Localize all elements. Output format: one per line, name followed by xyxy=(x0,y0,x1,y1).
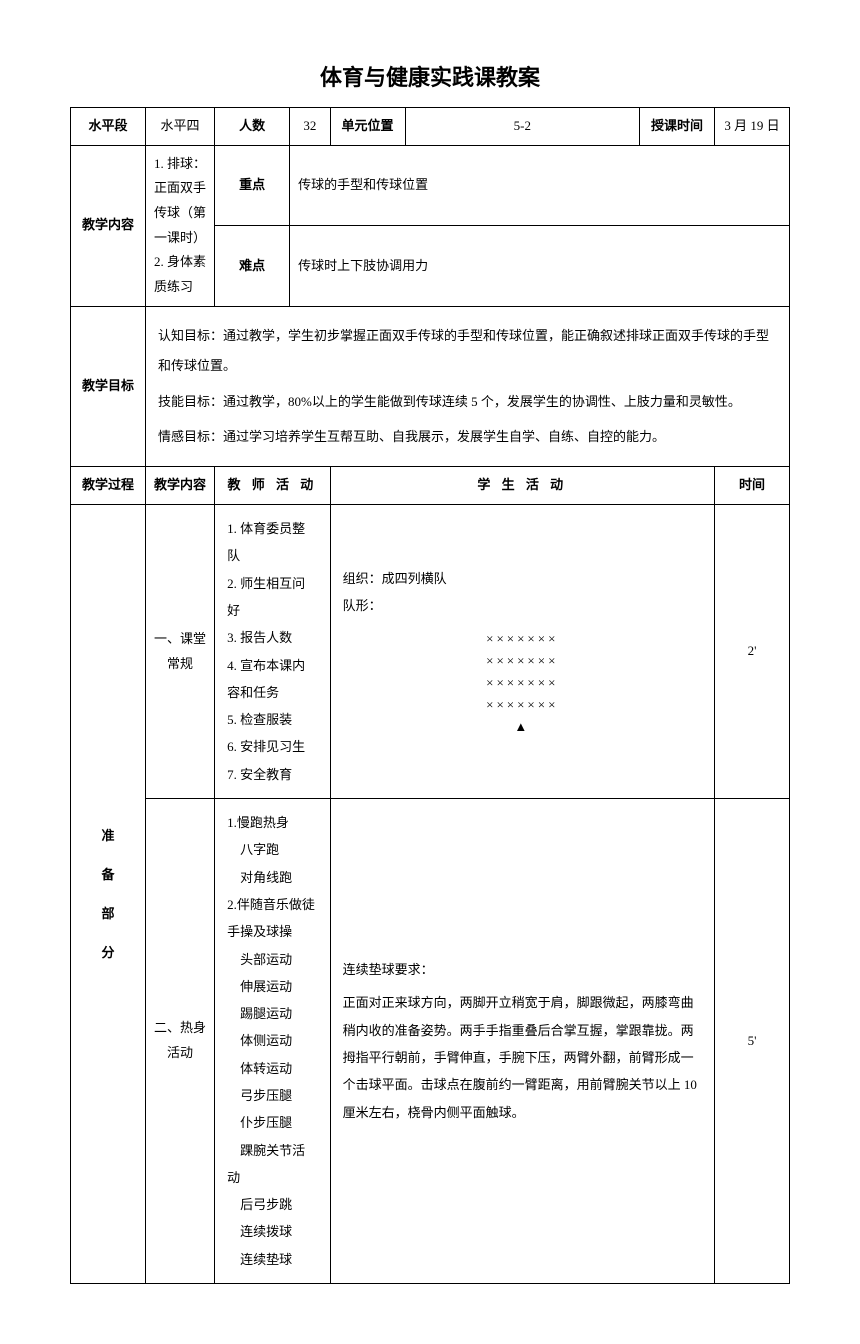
count-label: 人数 xyxy=(215,108,290,146)
skill-goal: 技能目标：通过教学，80%以上的学生能做到传球连续 5 个，发展学生的协调性、上… xyxy=(158,387,777,417)
routine-time: 2' xyxy=(715,505,790,799)
key-value: 传球的手型和传球位置 xyxy=(290,145,790,226)
content-row-1: 教学内容 1. 排球：正面双手传球（第一课时） 2. 身体素质练习 重点 传球的… xyxy=(71,145,790,226)
student-label: 学 生 活 动 xyxy=(330,467,714,505)
warmup-time: 5' xyxy=(715,799,790,1284)
cognitive-goal: 认知目标：通过教学，学生初步掌握正面双手传球的手型和传球位置，能正确叙述排球正面… xyxy=(158,321,777,381)
time-header: 时间 xyxy=(715,467,790,505)
teacher-label: 教 师 活 动 xyxy=(215,467,330,505)
formation-header: 组织：成四列横队 队形： xyxy=(343,565,702,620)
diff-label: 难点 xyxy=(215,226,290,307)
page-title: 体育与健康实践课教案 xyxy=(70,60,790,92)
prep-section-label: 准备部分 xyxy=(71,505,146,1284)
process-label: 教学过程 xyxy=(71,467,146,505)
count-value: 32 xyxy=(290,108,330,146)
goals-row: 教学目标 认知目标：通过教学，学生初步掌握正面双手传球的手型和传球位置，能正确叙… xyxy=(71,306,790,467)
lesson-plan-table: 水平段 水平四 人数 32 单元位置 5-2 授课时间 3 月 19 日 教学内… xyxy=(70,107,790,1284)
warmup-row: 二、热身活动 1.慢跑热身 八字跑 对角线跑 2.伴随音乐做徒手操及球操 头部运… xyxy=(71,799,790,1284)
process-content-label: 教学内容 xyxy=(146,467,215,505)
goals-content: 认知目标：通过教学，学生初步掌握正面双手传球的手型和传球位置，能正确叙述排球正面… xyxy=(146,306,790,467)
warmup-label: 二、热身活动 xyxy=(146,799,215,1284)
time-value: 3 月 19 日 xyxy=(715,108,790,146)
unit-value: 5-2 xyxy=(405,108,639,146)
warmup-student: 连续垫球要求： 正面对正来球方向，两脚开立稍宽于肩，脚跟微起，两膝弯曲稍内收的准… xyxy=(330,799,714,1284)
unit-label: 单元位置 xyxy=(330,108,405,146)
warmup-student-header: 连续垫球要求： xyxy=(343,956,702,983)
routine-row: 准备部分 一、课堂常规 1. 体育委员整队 2. 师生相互问好 3. 报告人数 … xyxy=(71,505,790,799)
key-label: 重点 xyxy=(215,145,290,226)
formation-diagram: ××××××× ××××××× ××××××× ××××××× ▲ xyxy=(343,628,702,738)
process-header-row: 教学过程 教学内容 教 师 活 动 学 生 活 动 时间 xyxy=(71,467,790,505)
content-items: 1. 排球：正面双手传球（第一课时） 2. 身体素质练习 xyxy=(146,145,215,306)
time-label: 授课时间 xyxy=(640,108,715,146)
level-value: 水平四 xyxy=(146,108,215,146)
content-label: 教学内容 xyxy=(71,145,146,306)
routine-teacher: 1. 体育委员整队 2. 师生相互问好 3. 报告人数 4. 宣布本课内容和任务… xyxy=(215,505,330,799)
routine-label: 一、课堂常规 xyxy=(146,505,215,799)
goals-label: 教学目标 xyxy=(71,306,146,467)
routine-student: 组织：成四列横队 队形： ××××××× ××××××× ××××××× ×××… xyxy=(330,505,714,799)
emotion-goal: 情感目标：通过学习培养学生互帮互助、自我展示，发展学生自学、自练、自控的能力。 xyxy=(158,422,777,452)
level-label: 水平段 xyxy=(71,108,146,146)
warmup-teacher: 1.慢跑热身 八字跑 对角线跑 2.伴随音乐做徒手操及球操 头部运动 伸展运动 … xyxy=(215,799,330,1284)
warmup-student-body: 正面对正来球方向，两脚开立稍宽于肩，脚跟微起，两膝弯曲稍内收的准备姿势。两手手指… xyxy=(343,989,702,1125)
header-row: 水平段 水平四 人数 32 单元位置 5-2 授课时间 3 月 19 日 xyxy=(71,108,790,146)
diff-value: 传球时上下肢协调用力 xyxy=(290,226,790,307)
